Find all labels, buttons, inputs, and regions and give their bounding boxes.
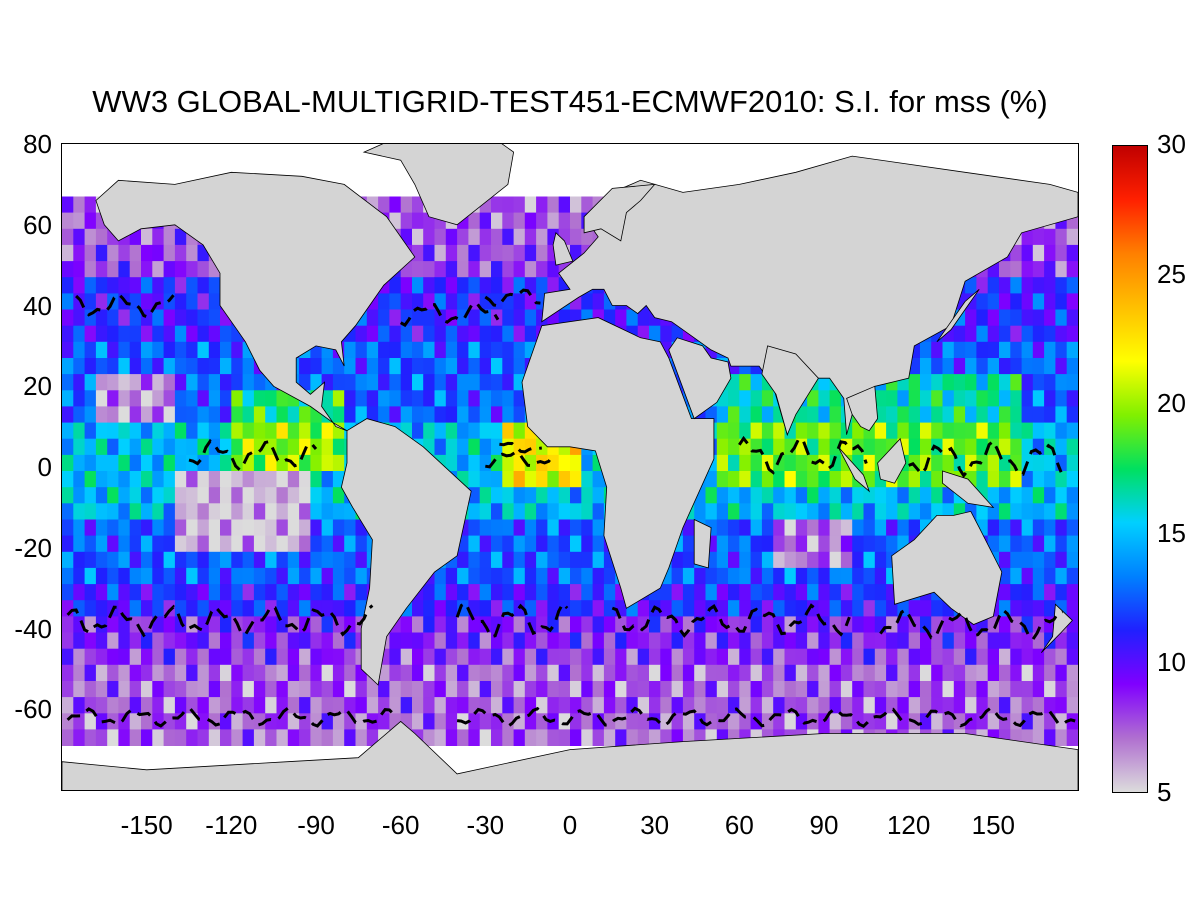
contour-line [188, 438, 318, 473]
antarctica-land [62, 720, 1078, 790]
contour-line [908, 438, 1063, 479]
y-tick-label: -20 [14, 532, 52, 563]
x-tick-label: -90 [297, 810, 335, 840]
borneo-land [877, 437, 907, 484]
x-tick-label: 90 [809, 810, 839, 840]
india-land [761, 345, 819, 436]
contour-line [455, 600, 569, 639]
x-tick-label: -60 [381, 810, 420, 840]
x-tick-label: -30 [466, 810, 505, 840]
y-tick-label: 20 [23, 371, 52, 402]
colorbar-tick-label: 25 [1157, 258, 1186, 289]
y-tick-label: 80 [23, 129, 52, 159]
south-america-land [340, 418, 472, 686]
madagascar-land [693, 518, 712, 569]
contour-line [738, 435, 868, 475]
y-tick-label: 60 [23, 209, 52, 240]
new-zealand-land [1040, 603, 1073, 653]
y-tick-label: -40 [14, 613, 52, 644]
x-tick-label: 0 [562, 810, 578, 840]
colorbar-tick-label: 5 [1157, 777, 1172, 807]
x-tick-label: -120 [205, 810, 258, 840]
australia-land [891, 510, 1003, 625]
africa-land [521, 317, 715, 609]
contour-line [66, 604, 374, 638]
x-tick-label: 30 [640, 810, 670, 840]
map-canvas [62, 144, 1078, 790]
x-tick-label: -150 [120, 810, 173, 840]
contour-line [485, 451, 555, 469]
colorbar [1112, 145, 1148, 793]
contour-line [499, 441, 542, 454]
southeast-asia-land [846, 385, 879, 432]
arabia-land [668, 337, 732, 420]
colorbar-tick-label: 20 [1157, 388, 1186, 419]
north-america-land [95, 171, 416, 432]
y-tick-label: -60 [14, 694, 52, 725]
x-tick-label: 60 [724, 810, 754, 840]
x-tick-label: 150 [971, 810, 1016, 840]
contour-line [484, 288, 541, 308]
greenland-land [362, 144, 515, 226]
contour-lines [66, 288, 1076, 729]
x-tick-label: 120 [886, 810, 931, 840]
contour-line [611, 603, 851, 638]
britain-land [552, 232, 574, 266]
contour-line [879, 607, 1063, 642]
contour-line [399, 301, 500, 328]
colorbar-tick-label: 10 [1157, 647, 1186, 678]
chart-title: WW3 GLOBAL-MULTIGRID-TEST451-ECMWF2010: … [92, 84, 1048, 119]
contour-line [75, 291, 175, 319]
sumatra-land [837, 446, 871, 493]
y-tick-label: 40 [23, 290, 52, 321]
map-panel [61, 143, 1079, 791]
colorbar-tick-label: 30 [1157, 129, 1186, 159]
y-tick-label: 0 [37, 452, 52, 482]
japan-land [936, 288, 980, 343]
contour-line [66, 706, 399, 728]
land-masses [62, 144, 1078, 790]
colorbar-tick-label: 15 [1157, 517, 1186, 548]
scandinavia-land [583, 183, 656, 242]
contour-line [456, 706, 1076, 729]
